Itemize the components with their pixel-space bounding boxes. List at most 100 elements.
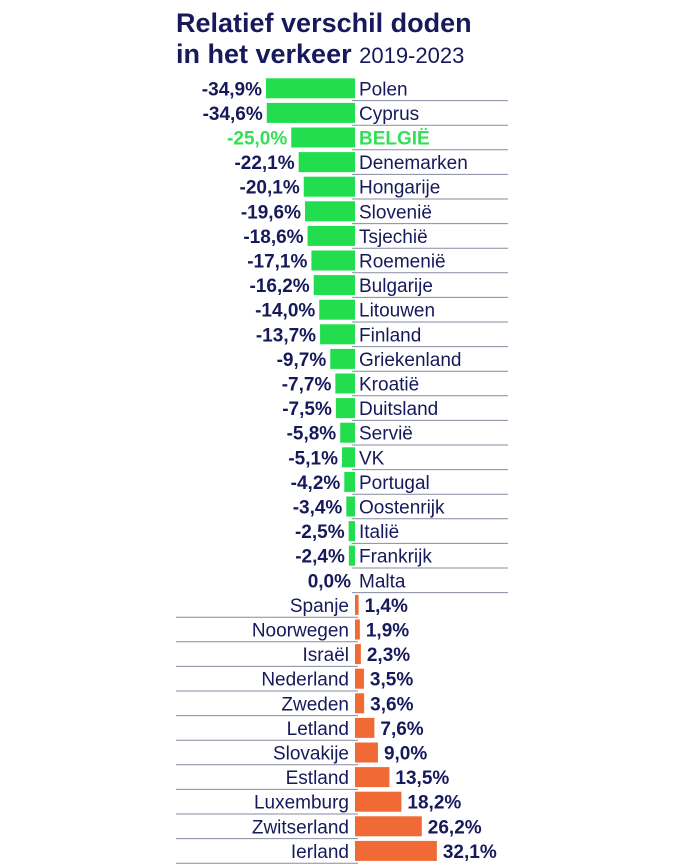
category-label-luxemburg: Luxemburg	[254, 793, 349, 814]
bar-zwitserland	[355, 816, 422, 837]
bar-griekenland	[330, 348, 355, 369]
title-line-2-text: in het verkeer	[176, 39, 352, 69]
category-label-belgië: BELGIË	[359, 129, 430, 150]
category-label-polen: Polen	[359, 79, 408, 100]
category-label-malta: Malta	[359, 571, 406, 592]
value-label-roemenië: -17,1%	[247, 252, 307, 273]
value-label-oostenrijk: -3,4%	[293, 498, 343, 519]
value-label-portugal: -4,2%	[291, 473, 341, 494]
chart-title: Relatief verschil doden in het verkeer 2…	[176, 8, 676, 71]
bar-slovakije	[355, 742, 378, 763]
title-line-1: Relatief verschil doden	[176, 8, 472, 38]
value-label-letland: 7,6%	[380, 719, 423, 740]
category-label-zweden: Zweden	[281, 694, 349, 715]
bar-servië	[340, 422, 355, 443]
value-label-zwitserland: 26,2%	[428, 817, 482, 838]
category-label-tsjechië: Tsjechië	[359, 227, 428, 248]
category-label-slovakije: Slovakije	[273, 744, 349, 765]
category-label-frankrijk: Frankrijk	[359, 547, 432, 568]
value-label-vk: -5,1%	[288, 448, 338, 469]
value-label-slovenië: -19,6%	[241, 202, 301, 223]
value-label-nederland: 3,5%	[370, 670, 413, 691]
category-label-kroatië: Kroatië	[359, 375, 419, 396]
value-label-tsjechië: -18,6%	[243, 227, 303, 248]
bar-zweden	[355, 693, 365, 714]
value-label-estland: 13,5%	[395, 768, 449, 789]
value-label-frankrijk: -2,4%	[295, 547, 345, 568]
value-label-italië: -2,5%	[295, 522, 345, 543]
category-label-spanje: Spanje	[290, 596, 349, 617]
value-label-duitsland: -7,5%	[282, 399, 332, 420]
value-label-israël: 2,3%	[367, 645, 410, 666]
title-line-2: in het verkeer 2019-2023	[176, 39, 676, 71]
category-label-finland: Finland	[359, 325, 421, 346]
bar-slovenië	[305, 201, 355, 222]
value-label-polen: -34,9%	[202, 79, 262, 100]
value-label-bulgarije: -16,2%	[249, 276, 309, 297]
bar-bulgarije	[313, 275, 355, 296]
bar-kroatië	[335, 373, 355, 394]
value-label-spanje: 1,4%	[365, 596, 408, 617]
bar-estland	[355, 767, 390, 788]
value-label-servië: -5,8%	[287, 424, 337, 445]
bar-tsjechië	[307, 225, 355, 246]
value-label-luxemburg: 18,2%	[407, 793, 461, 814]
value-label-slovakije: 9,0%	[384, 744, 427, 765]
bar-israël	[355, 644, 361, 665]
value-label-denemarken: -22,1%	[234, 153, 294, 174]
bar-cyprus	[266, 102, 355, 123]
category-label-servië: Servië	[359, 424, 413, 445]
bar-duitsland	[335, 398, 355, 419]
value-label-malta: 0,0%	[308, 571, 351, 592]
bar-nederland	[355, 668, 364, 689]
value-label-noorwegen: 1,9%	[366, 621, 409, 642]
value-label-finland: -13,7%	[256, 325, 316, 346]
bar-ierland	[355, 840, 437, 861]
category-label-hongarije: Hongarije	[359, 178, 440, 199]
bar-hongarije	[303, 176, 355, 197]
bar-finland	[320, 324, 355, 345]
category-label-duitsland: Duitsland	[359, 399, 438, 420]
bar-italië	[348, 521, 355, 542]
category-label-litouwen: Litouwen	[359, 301, 435, 322]
category-label-oostenrijk: Oostenrijk	[359, 498, 445, 519]
category-label-nederland: Nederland	[261, 670, 349, 691]
value-label-kroatië: -7,7%	[282, 375, 332, 396]
bar-vk	[341, 447, 355, 468]
value-label-griekenland: -9,7%	[277, 350, 327, 371]
bar-denemarken	[298, 152, 355, 173]
value-label-belgië: -25,0%	[227, 129, 287, 150]
chart-subtitle: 2019-2023	[359, 43, 465, 68]
bar-oostenrijk	[346, 496, 355, 517]
category-label-noorwegen: Noorwegen	[252, 621, 349, 642]
value-label-litouwen: -14,0%	[255, 301, 315, 322]
bar-roemenië	[311, 250, 355, 271]
bar-letland	[355, 717, 375, 738]
value-label-zweden: 3,6%	[370, 694, 413, 715]
category-label-cyprus: Cyprus	[359, 104, 419, 125]
category-label-estland: Estland	[286, 768, 349, 789]
bar-luxemburg	[355, 791, 402, 812]
bar-belgië	[291, 127, 355, 148]
category-label-israël: Israël	[303, 645, 349, 666]
value-label-cyprus: -34,6%	[203, 104, 263, 125]
bar-noorwegen	[355, 619, 360, 640]
category-label-denemarken: Denemarken	[359, 153, 468, 174]
category-label-italië: Italië	[359, 522, 399, 543]
bar-litouwen	[319, 299, 355, 320]
value-label-hongarije: -20,1%	[240, 178, 300, 199]
category-label-bulgarije: Bulgarije	[359, 276, 433, 297]
category-label-ierland: Ierland	[291, 842, 349, 863]
bar-frankrijk	[348, 545, 355, 566]
bar-portugal	[344, 471, 355, 492]
category-label-zwitserland: Zwitserland	[252, 817, 349, 838]
category-label-griekenland: Griekenland	[359, 350, 461, 371]
category-label-vk: VK	[359, 448, 385, 469]
category-label-roemenië: Roemenië	[359, 252, 446, 273]
category-label-letland: Letland	[287, 719, 349, 740]
bar-spanje	[355, 594, 359, 615]
value-label-ierland: 32,1%	[443, 842, 497, 863]
category-label-portugal: Portugal	[359, 473, 430, 494]
category-label-slovenië: Slovenië	[359, 202, 432, 223]
